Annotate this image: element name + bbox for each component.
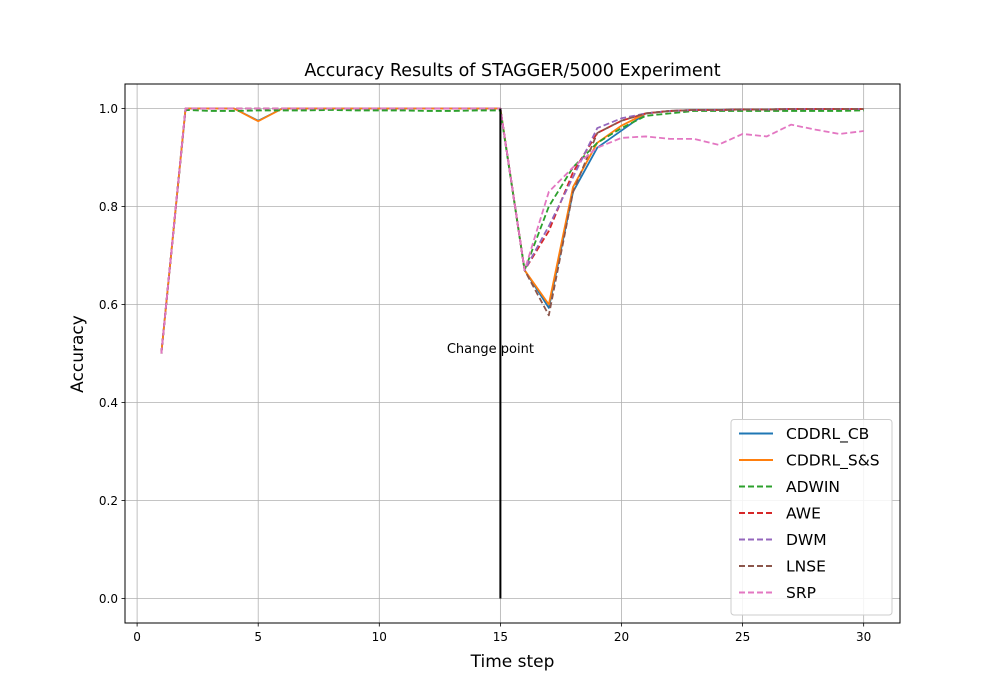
x-tick-label: 0 <box>133 630 141 644</box>
y-tick-label: 0.6 <box>99 298 118 312</box>
x-tick-label: 5 <box>254 630 262 644</box>
x-tick-label: 10 <box>372 630 387 644</box>
legend-label: SRP <box>786 584 816 602</box>
y-tick-label: 0.8 <box>99 200 118 214</box>
legend-label: CDDRL_CB <box>786 425 869 444</box>
series-line-srp <box>160 107 864 354</box>
legend: CDDRL_CB CDDRL_S&S ADWIN AWE DWM LNSE SRP <box>730 419 893 616</box>
x-tick-label: 30 <box>856 630 871 644</box>
axis-ticks: 0 5 10 15 20 25 30 0.0 0.2 0.4 0.6 0.8 1.0 <box>99 102 871 644</box>
series-lines <box>160 107 864 354</box>
legend-label: ADWIN <box>786 478 840 496</box>
legend-label: DWM <box>786 531 827 549</box>
x-axis-label: Time step <box>470 652 555 672</box>
legend-label: LNSE <box>786 558 826 576</box>
y-tick-label: 1.0 <box>99 102 118 116</box>
x-tick-label: 20 <box>614 630 629 644</box>
y-tick-label: 0.0 <box>99 592 118 606</box>
chart-title: Accuracy Results of STAGGER/5000 Experim… <box>304 61 720 81</box>
x-tick-label: 25 <box>735 630 750 644</box>
legend-label: AWE <box>786 505 821 523</box>
y-tick-label: 0.4 <box>99 396 118 410</box>
x-tick-label: 15 <box>493 630 508 644</box>
change-point-annotation: Change point <box>447 108 534 599</box>
grid-lines <box>125 84 900 623</box>
legend-label: CDDRL_S&S <box>786 452 880 471</box>
y-axis-label: Accuracy <box>68 315 88 393</box>
y-tick-label: 0.2 <box>99 494 118 508</box>
change-point-label: Change point <box>447 342 534 357</box>
plot-area-frame <box>124 83 901 624</box>
